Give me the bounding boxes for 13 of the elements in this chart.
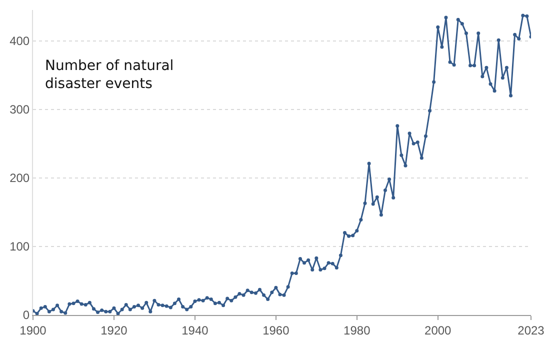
y-tick-label: 0 <box>22 308 30 322</box>
y-tick-label: 300 <box>10 102 30 117</box>
x-tick-label: 1940 <box>182 323 209 338</box>
x-tick-label: 2000 <box>424 323 452 338</box>
y-tick-label: 100 <box>10 240 30 254</box>
annotation: Number of natural disaster events <box>45 58 174 92</box>
x-tick-label: 1980 <box>344 323 371 338</box>
x-tick-label: 2023 <box>518 323 545 338</box>
y-tick-label: 200 <box>10 171 30 186</box>
y-tick-label: 400 <box>10 34 30 48</box>
x-tick-label: 1960 <box>262 323 290 338</box>
x-tick-label: 1920 <box>100 323 128 338</box>
x-tick-label: 1900 <box>20 323 47 338</box>
